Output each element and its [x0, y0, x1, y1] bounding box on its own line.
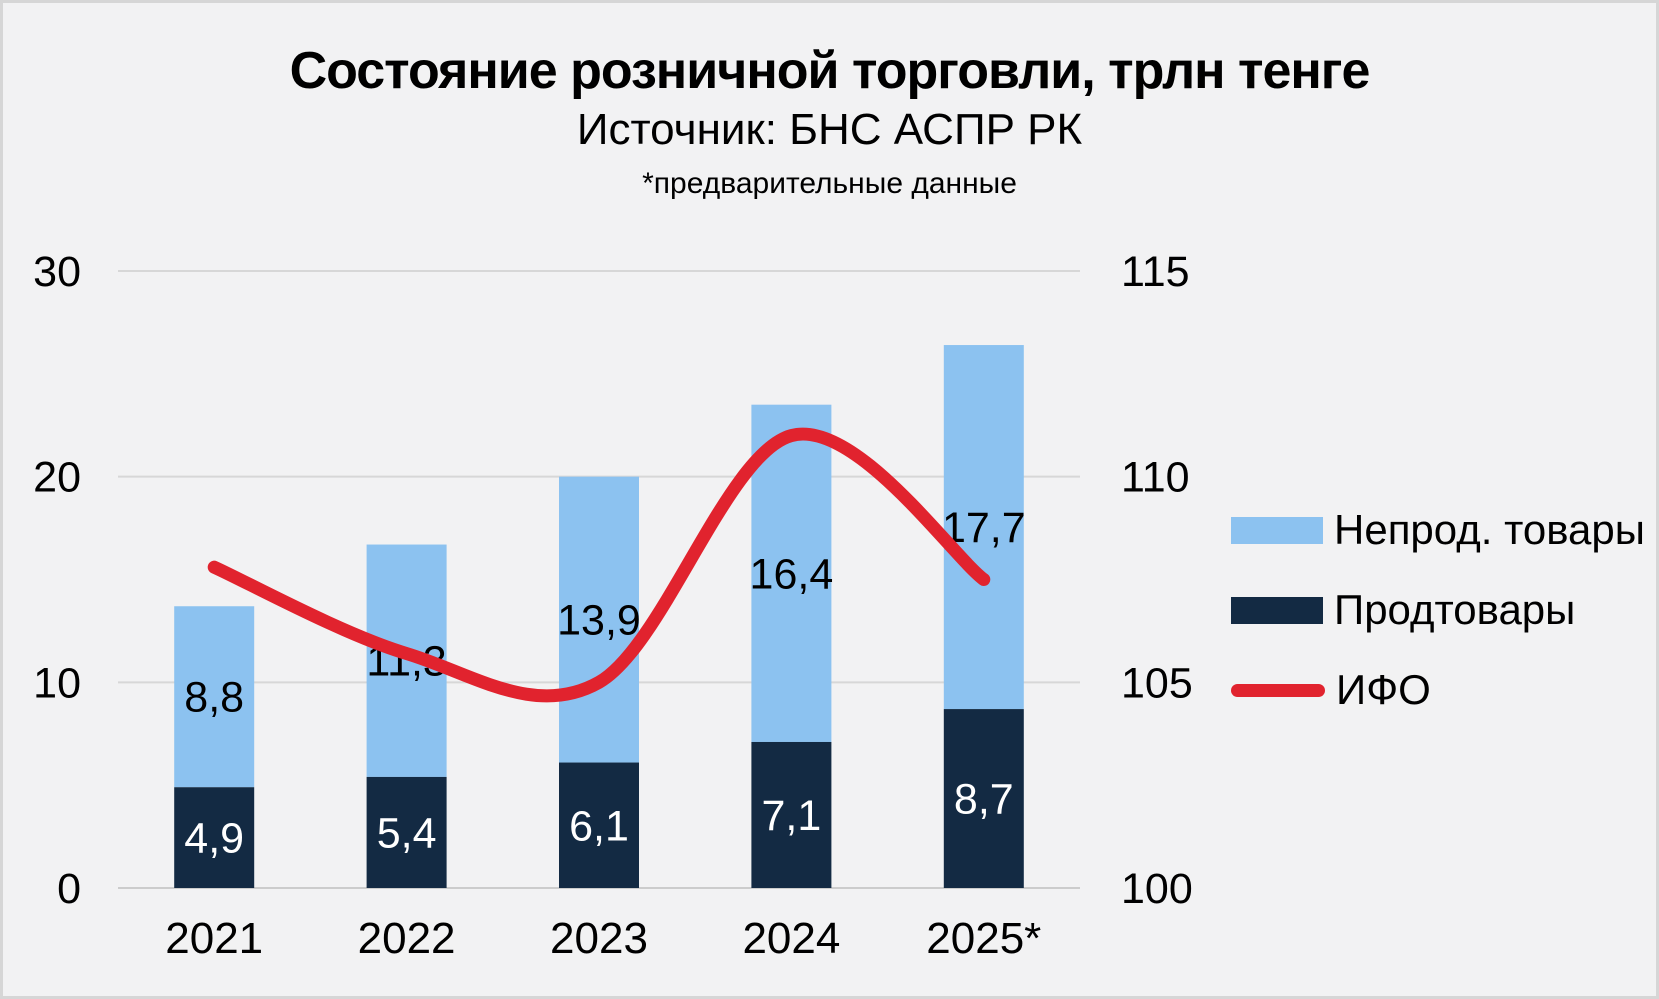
chart-note: *предварительные данные [642, 166, 1017, 200]
x-axis-label: 2025* [926, 914, 1041, 963]
x-axis-label: 2023 [550, 914, 648, 963]
x-axis-label: 2024 [742, 914, 840, 963]
y-axis-label-right: 115 [1121, 248, 1190, 296]
bar-food-2021 [174, 787, 255, 888]
x-axis-label: 2021 [165, 914, 263, 963]
bar-label-nonfood: 16,4 [750, 550, 834, 598]
legend-item-food: Продтовары [1231, 584, 1645, 636]
legend-item-ifo: ИФО [1231, 664, 1645, 716]
bar-label-food: 8,7 [954, 776, 1014, 824]
y-axis-label-right: 100 [1121, 865, 1193, 913]
bar-food-2023 [559, 762, 639, 888]
chart-title: Состояние розничной торговли, трлн тенге [289, 42, 1371, 100]
ifo-line [207, 427, 991, 703]
y-axis-label-right: 105 [1121, 659, 1193, 707]
bar-food-2024 [751, 741, 832, 888]
bar-label-food: 4,9 [184, 815, 244, 863]
legend-label-nonfood: Непрод. товары [1334, 506, 1645, 553]
legend-swatch-ifo [1231, 683, 1325, 697]
bar-label-nonfood: 13,9 [557, 597, 641, 645]
legend: Непрод. товары Продтовары ИФО [1231, 504, 1645, 744]
plot-area: 01020301001051101154,98,820215,411,32022… [33, 248, 1193, 963]
legend-label-food: Продтовары [1334, 586, 1576, 633]
x-axis-label: 2022 [358, 914, 456, 963]
y-axis-label-right: 110 [1121, 454, 1190, 502]
bar-nonfood-2025* [943, 345, 1024, 710]
y-axis-label-left: 0 [57, 865, 81, 913]
legend-item-nonfood: Непрод. товары [1231, 504, 1645, 556]
legend-label-ifo: ИФО [1336, 666, 1431, 713]
bar-label-nonfood: 8,8 [184, 674, 244, 722]
bar-nonfood-2023 [559, 476, 639, 763]
legend-swatch-nonfood [1231, 516, 1323, 544]
legend-swatch-food [1231, 596, 1323, 624]
bar-label-food: 7,1 [762, 792, 822, 840]
chart-header: Состояние розничной торговли, трлн тенге… [3, 3, 1656, 200]
y-axis-label-left: 30 [33, 248, 81, 296]
bar-food-2025* [943, 709, 1024, 888]
bar-food-2022 [366, 776, 447, 888]
chart-subtitle: Источник: БНС АСПР РК [576, 105, 1083, 155]
bar-label-food: 6,1 [569, 802, 629, 850]
bar-label-food: 5,4 [377, 809, 437, 857]
bar-nonfood-2021 [174, 606, 255, 788]
y-axis-label-left: 20 [33, 454, 81, 502]
y-axis-label-left: 10 [33, 659, 81, 707]
